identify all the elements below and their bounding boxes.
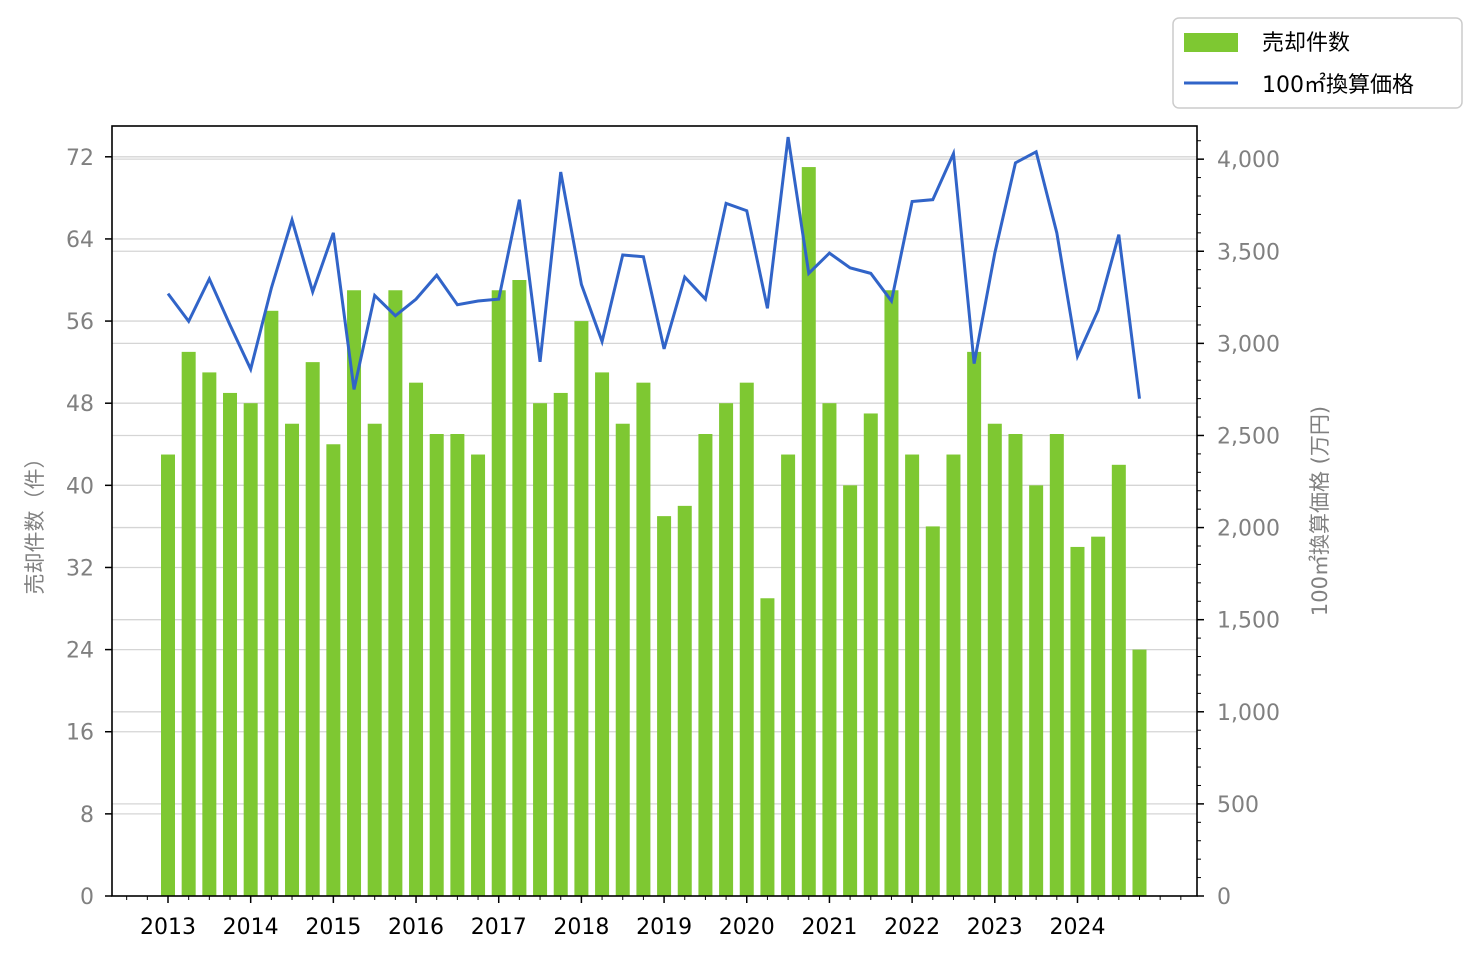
bar-22 (615, 423, 630, 896)
bar-18 (533, 403, 548, 896)
bar-30 (781, 454, 796, 896)
bar-34 (863, 413, 878, 896)
bar-45 (1091, 536, 1106, 896)
bar-42 (1029, 485, 1044, 896)
left-tick-label-40: 40 (66, 474, 94, 499)
left-tick-label-24: 24 (66, 639, 94, 664)
right-tick-label-3000: 3,000 (1217, 332, 1280, 357)
bar-46 (1111, 464, 1126, 896)
bar-17 (512, 280, 527, 896)
bar-23 (636, 382, 651, 897)
left-axis-title: 売却件数（件） (23, 448, 47, 595)
right-tick-label-500: 500 (1217, 793, 1259, 818)
right-tick-label-1500: 1,500 (1217, 609, 1280, 634)
bar-47 (1132, 649, 1147, 896)
axes: 0 8 16 24 32 40 48 56 64 72 0 500 1,000 1,500 2,000 2,5… (66, 140, 1280, 940)
x-tick-label-2020: 2020 (719, 915, 775, 940)
bar-21 (595, 372, 610, 896)
x-tick-label-2021: 2021 (801, 915, 857, 940)
right-tick-label-4000: 4,000 (1217, 148, 1280, 173)
bar-8 (326, 444, 341, 896)
bar-40 (987, 423, 1002, 896)
bar-12 (409, 382, 424, 897)
x-tick-label-2017: 2017 (471, 915, 527, 940)
bar-29 (760, 598, 775, 896)
x-tick-label-2024: 2024 (1049, 915, 1105, 940)
bar-20 (574, 321, 589, 897)
bar-25 (677, 505, 692, 896)
bar-4 (243, 403, 258, 896)
left-tick-label-48: 48 (66, 392, 94, 417)
x-tick-label-2016: 2016 (388, 915, 444, 940)
left-tick-label-64: 64 (66, 228, 94, 253)
left-tick-label-72: 72 (66, 146, 94, 171)
left-tick-label-32: 32 (66, 556, 94, 581)
bar-28 (739, 382, 754, 897)
bar-19 (553, 392, 568, 896)
legend-label-line: 100㎡換算価格 (1262, 72, 1414, 98)
bar-15 (471, 454, 486, 896)
bar-10 (367, 423, 382, 896)
bar-44 (1070, 546, 1085, 896)
left-tick-label-0: 0 (80, 885, 94, 910)
bar-16 (491, 290, 506, 896)
bar-3 (223, 392, 238, 896)
bar-9 (347, 290, 362, 896)
left-tick-label-8: 8 (80, 803, 94, 828)
legend-label-bars: 売却件数 (1262, 31, 1350, 56)
bar-27 (719, 403, 734, 896)
right-tick-label-2000: 2,000 (1217, 517, 1280, 542)
x-tick-label-2023: 2023 (967, 915, 1023, 940)
bar-36 (905, 454, 920, 896)
bar-24 (657, 516, 672, 896)
x-tick-label-2015: 2015 (305, 915, 361, 940)
bar-5 (264, 310, 279, 896)
series-line-price (166, 136, 1141, 399)
right-tick-label-2500: 2,500 (1217, 424, 1280, 449)
bar-32 (822, 403, 837, 896)
bar-31 (801, 167, 816, 897)
x-tick-label-2013: 2013 (140, 915, 196, 940)
bar-35 (884, 290, 899, 896)
bar-6 (285, 423, 300, 896)
bar-37 (925, 526, 940, 896)
x-tick-label-2018: 2018 (553, 915, 609, 940)
plot-frame (111, 125, 1198, 897)
legend-swatch-bars (1184, 33, 1238, 52)
x-tick-label-2022: 2022 (884, 915, 940, 940)
bar-11 (388, 290, 403, 896)
x-tick-label-2019: 2019 (636, 915, 692, 940)
bar-13 (429, 434, 444, 896)
legend-box (1172, 17, 1463, 109)
bar-series (161, 167, 1147, 897)
bar-7 (305, 362, 320, 897)
bar-39 (967, 351, 982, 896)
bar-41 (1008, 434, 1023, 896)
bar-1 (181, 351, 196, 896)
line-series (166, 136, 1141, 399)
legend: 売却件数 100㎡換算価格 (1172, 17, 1463, 109)
right-tick-label-1000: 1,000 (1217, 701, 1280, 726)
bar-0 (161, 454, 175, 896)
bar-33 (843, 485, 858, 896)
bar-38 (946, 454, 961, 896)
left-tick-label-16: 16 (66, 721, 94, 746)
bar-2 (202, 372, 217, 896)
right-tick-label-3500: 3,500 (1217, 240, 1280, 265)
bar-26 (698, 434, 713, 896)
bar-14 (450, 434, 465, 896)
right-tick-label-0: 0 (1217, 885, 1231, 910)
right-axis-title: 100㎡換算価格 (万円) (1308, 406, 1332, 616)
left-tick-label-56: 56 (66, 310, 94, 335)
x-tick-label-2014: 2014 (223, 915, 279, 940)
bar-43 (1049, 434, 1064, 896)
